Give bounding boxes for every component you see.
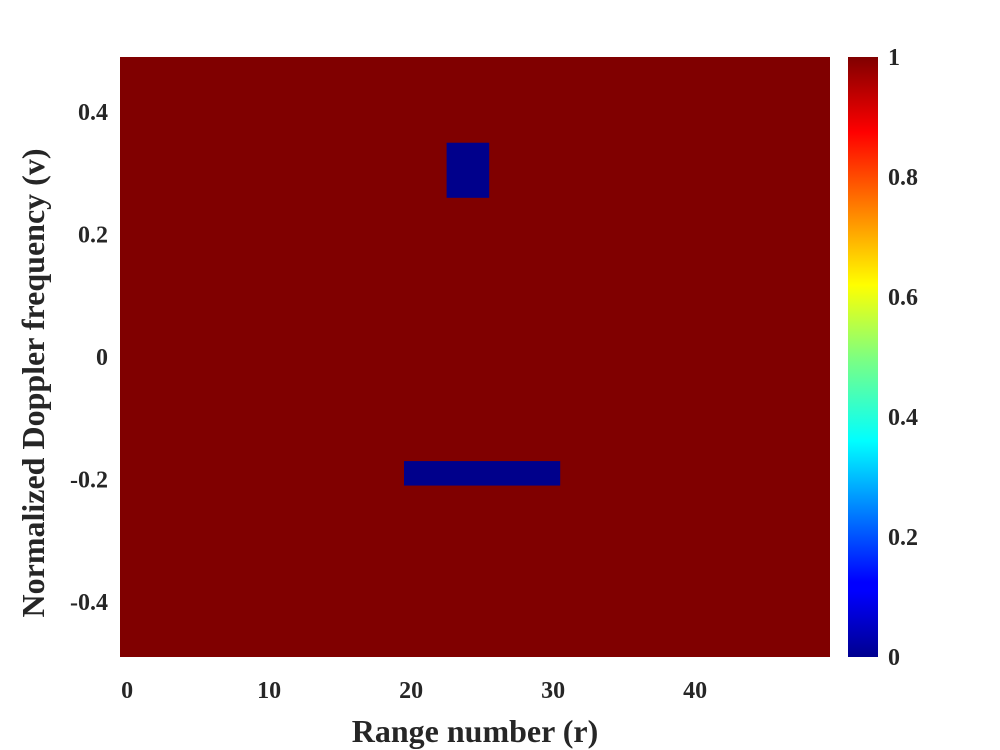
colorbar-ticks: 0 0.2 0.4 0.6 0.8 1 — [888, 45, 918, 671]
y-tick-label: 0.2 — [78, 223, 108, 249]
y-tick-label: -0.4 — [70, 590, 108, 616]
x-tick-label: 30 — [541, 678, 565, 704]
y-tick-label: -0.2 — [70, 467, 108, 493]
x-tick-label: 10 — [257, 678, 281, 704]
y-axis-ticks: 0.4 0.2 0 -0.2 -0.4 — [70, 100, 108, 616]
colorbar-tick-label: 0.6 — [888, 285, 918, 311]
plot-area — [120, 57, 830, 657]
x-tick-label: 40 — [683, 678, 707, 704]
heatmap-region-1 — [404, 461, 561, 486]
x-axis-label: Range number (r) — [352, 713, 599, 749]
y-axis-label: Normalized Doppler frequency (v) — [15, 149, 51, 618]
colorbar-tick-label: 0.8 — [888, 165, 918, 191]
colorbar-tick-label: 0.4 — [888, 405, 918, 431]
y-tick-label: 0.4 — [78, 100, 108, 126]
colorbar-tick-label: 0 — [888, 645, 900, 671]
heatmap-region-0 — [446, 142, 490, 198]
x-tick-label: 0 — [121, 678, 133, 704]
colorbar-tick-label: 1 — [888, 45, 900, 71]
x-axis-ticks: 0 10 20 30 40 — [121, 678, 707, 704]
colorbar — [848, 57, 878, 657]
y-tick-label: 0 — [96, 345, 108, 371]
x-tick-label: 20 — [399, 678, 423, 704]
colorbar-gradient — [848, 57, 878, 657]
colorbar-tick-label: 0.2 — [888, 525, 918, 551]
